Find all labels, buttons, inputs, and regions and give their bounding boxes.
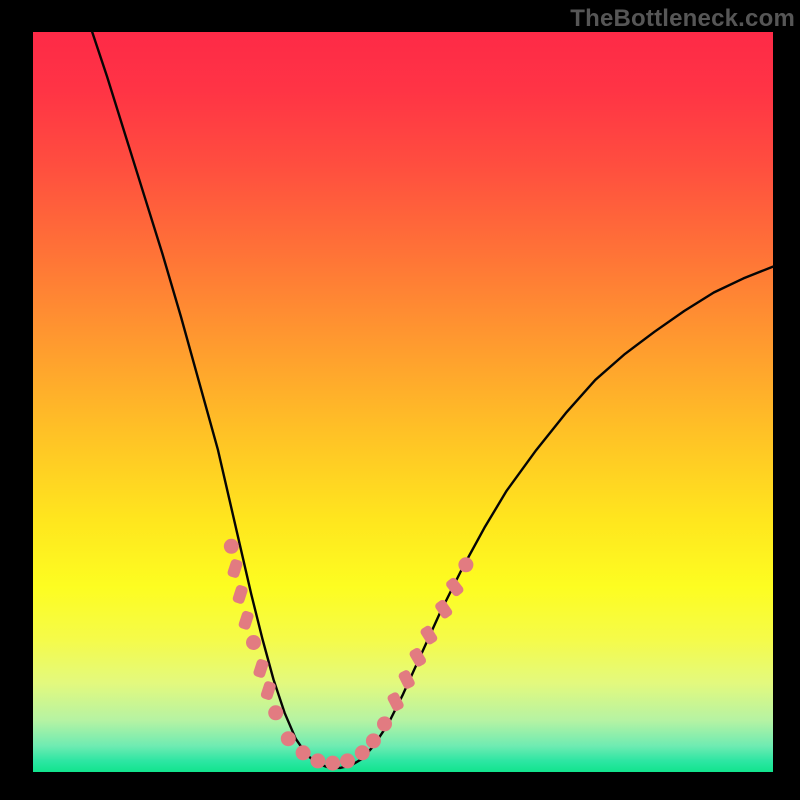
plot-background-gradient (33, 32, 773, 772)
chart-root: TheBottleneck.com (0, 0, 800, 800)
watermark-text: TheBottleneck.com (570, 5, 795, 33)
